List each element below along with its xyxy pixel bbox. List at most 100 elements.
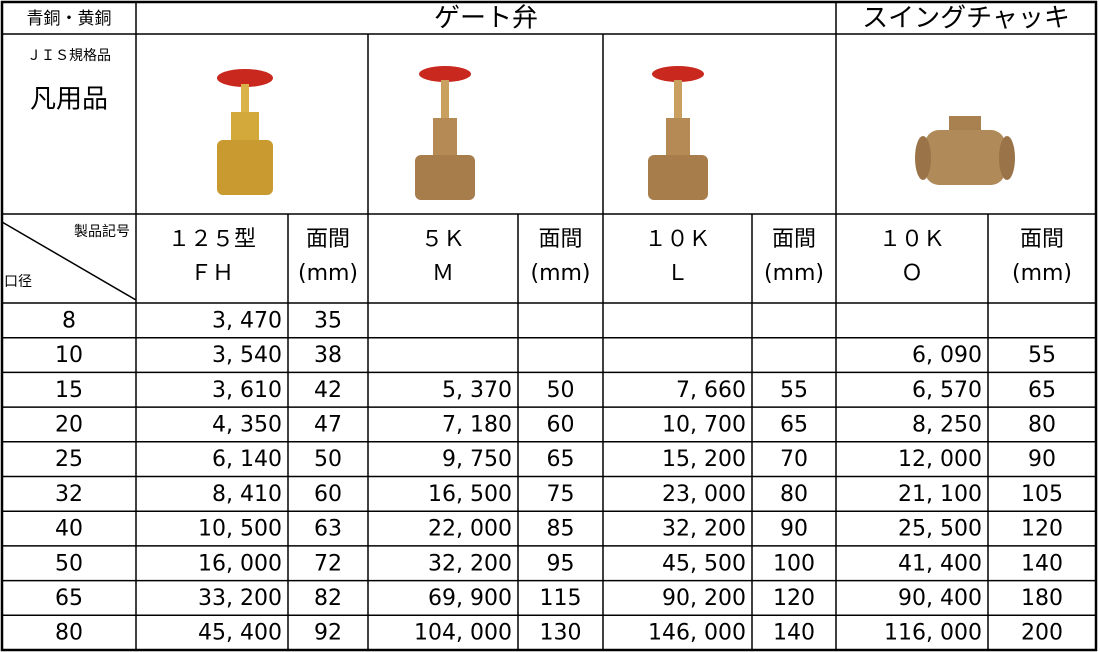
corner-diagonal <box>1 221 137 301</box>
price-cell: 8, 410 <box>212 482 282 507</box>
column-header: 面間 <box>538 227 582 252</box>
length-cell: 95 <box>547 551 575 576</box>
length-cell: 90 <box>1028 447 1056 472</box>
price-cell: 16, 500 <box>428 482 512 507</box>
price-cell: 5, 370 <box>442 378 512 403</box>
column-header: (mm) <box>1012 261 1072 286</box>
price-cell: 104, 000 <box>414 621 512 646</box>
length-cell: 200 <box>1021 621 1063 646</box>
corner-top-label: 製品記号 <box>74 223 130 240</box>
price-cell: 7, 660 <box>676 378 746 403</box>
length-cell: 60 <box>314 482 342 507</box>
length-cell: 140 <box>1021 551 1063 576</box>
material-label: 青銅・黄銅 <box>27 9 112 29</box>
price-cell: 3, 540 <box>212 343 282 368</box>
price-cell: 41, 400 <box>898 551 982 576</box>
price-cell: 33, 200 <box>198 586 282 611</box>
price-cell: 15, 200 <box>662 447 746 472</box>
price-cell: 16, 000 <box>198 551 282 576</box>
length-cell: 65 <box>547 447 575 472</box>
column-header: (mm) <box>764 261 824 286</box>
size-cell: 50 <box>55 551 83 576</box>
price-cell: 25, 500 <box>898 517 982 542</box>
price-cell: 6, 090 <box>912 343 982 368</box>
size-cell: 80 <box>55 621 83 646</box>
size-cell: 32 <box>55 482 83 507</box>
price-cell: 12, 000 <box>898 447 982 472</box>
price-cell: 23, 000 <box>662 482 746 507</box>
price-cell: 21, 100 <box>898 482 982 507</box>
length-cell: 82 <box>314 586 342 611</box>
price-cell: 10, 500 <box>198 517 282 542</box>
corner-bottom-label: 口径 <box>4 274 32 290</box>
length-cell: 120 <box>773 586 815 611</box>
length-cell: 80 <box>780 482 808 507</box>
size-cell: 15 <box>55 378 83 403</box>
column-header: 面間 <box>306 227 350 252</box>
length-cell: 42 <box>314 378 342 403</box>
swing-check-image <box>915 116 1015 185</box>
length-cell: 50 <box>547 378 575 403</box>
length-cell: 55 <box>780 378 808 403</box>
column-header: (mm) <box>298 261 358 286</box>
length-cell: 100 <box>773 551 815 576</box>
length-cell: 115 <box>540 586 582 611</box>
price-cell: 90, 400 <box>898 586 982 611</box>
length-cell: 105 <box>1021 482 1063 507</box>
length-cell: 65 <box>780 412 808 437</box>
price-cell: 9, 750 <box>442 447 512 472</box>
length-cell: 38 <box>314 343 342 368</box>
gate-valve-title: ゲート弁 <box>434 4 538 34</box>
length-cell: 80 <box>1028 412 1056 437</box>
length-cell: 130 <box>540 621 582 646</box>
length-cell: 72 <box>314 551 342 576</box>
length-cell: 55 <box>1028 343 1056 368</box>
price-cell: 6, 570 <box>912 378 982 403</box>
gate-valve-fh-image <box>217 69 273 195</box>
column-header: ５Ｋ <box>421 227 465 252</box>
length-cell: 63 <box>314 517 342 542</box>
gate-valve-10k-image <box>648 66 708 200</box>
column-header: 面間 <box>772 227 816 252</box>
length-cell: 60 <box>547 412 575 437</box>
column-header: １２５型 <box>168 227 256 252</box>
general-label: 凡用品 <box>30 85 108 115</box>
price-cell: 3, 610 <box>212 378 282 403</box>
length-cell: 120 <box>1021 517 1063 542</box>
column-header: Ｏ <box>901 261 923 286</box>
swing-check-title: スイングチャッキ <box>862 4 1070 34</box>
size-cell: 25 <box>55 447 83 472</box>
size-cell: 65 <box>55 586 83 611</box>
price-cell: 3, 470 <box>212 308 282 333</box>
length-cell: 85 <box>547 517 575 542</box>
price-cell: 32, 200 <box>428 551 512 576</box>
price-cell: 6, 140 <box>212 447 282 472</box>
length-cell: 180 <box>1021 586 1063 611</box>
length-cell: 50 <box>314 447 342 472</box>
column-header: Ｌ <box>666 261 688 286</box>
column-header: １０Ｋ <box>644 227 710 252</box>
size-cell: 8 <box>62 308 76 333</box>
size-cell: 40 <box>55 517 83 542</box>
size-cell: 10 <box>55 343 83 368</box>
size-cell: 20 <box>55 412 83 437</box>
column-header: 面間 <box>1020 227 1064 252</box>
price-cell: 146, 000 <box>648 621 746 646</box>
price-cell: 116, 000 <box>884 621 982 646</box>
price-cell: 45, 500 <box>662 551 746 576</box>
length-cell: 75 <box>547 482 575 507</box>
jis-label: ＪＩＳ規格品 <box>27 48 111 64</box>
price-cell: 10, 700 <box>662 412 746 437</box>
column-header: (mm) <box>530 261 590 286</box>
length-cell: 90 <box>780 517 808 542</box>
length-cell: 92 <box>314 621 342 646</box>
price-cell: 4, 350 <box>212 412 282 437</box>
column-header: ＦＨ <box>190 261 234 286</box>
length-cell: 35 <box>314 308 342 333</box>
length-cell: 140 <box>773 621 815 646</box>
length-cell: 70 <box>780 447 808 472</box>
price-cell: 69, 900 <box>428 586 512 611</box>
